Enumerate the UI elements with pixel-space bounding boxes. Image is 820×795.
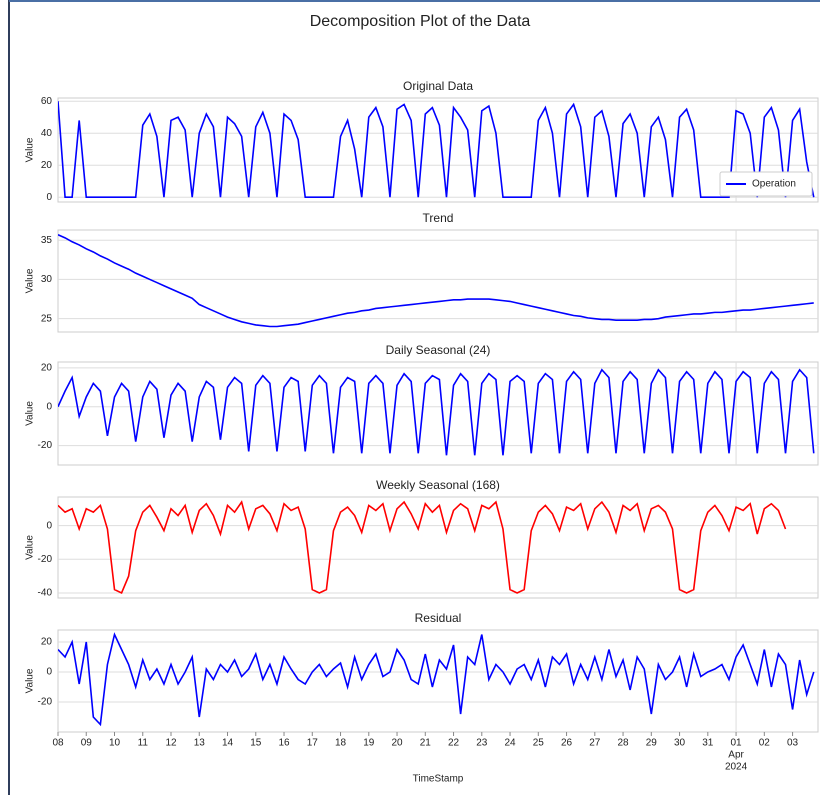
y-axis-label: Value: [25, 535, 36, 560]
x-tick-label: 29: [646, 738, 658, 749]
x-tick-label: 30: [674, 738, 686, 749]
x-tick-label: 26: [561, 738, 573, 749]
data-line: [58, 368, 815, 456]
x-tick-sublabel: Apr: [728, 750, 744, 761]
legend-box: [719, 171, 813, 197]
x-tick-label: 12: [165, 738, 177, 749]
x-tick-label: 03: [787, 738, 799, 749]
x-tick-label: 18: [335, 738, 347, 749]
y-tick-label: 35: [41, 235, 53, 246]
y-tick-label: -20: [38, 697, 53, 708]
y-axis-label: Value: [25, 268, 36, 293]
x-tick-label: 28: [617, 738, 629, 749]
x-tick-label: 31: [702, 738, 714, 749]
y-tick-label: 0: [46, 401, 52, 412]
x-tick-label: 19: [363, 738, 375, 749]
x-tick-label: 27: [589, 738, 601, 749]
x-tick-label: 08: [52, 738, 64, 749]
panel-title: Weekly Seasonal (168): [376, 478, 500, 492]
y-tick-label: 20: [41, 362, 53, 373]
x-tick-label: 10: [109, 738, 121, 749]
x-tick-label: 20: [391, 738, 403, 749]
data-line: [58, 233, 814, 328]
plot-area: [57, 229, 819, 333]
x-tick-label: 17: [307, 738, 319, 749]
x-tick-label: 22: [448, 738, 460, 749]
y-tick-label: 60: [41, 96, 53, 107]
y-tick-label: 20: [41, 637, 53, 648]
y-tick-label: 40: [41, 128, 53, 139]
y-axis-label: Value: [25, 401, 36, 426]
x-tick-label: 09: [81, 738, 93, 749]
y-tick-label: 0: [46, 192, 52, 203]
data-line: [58, 101, 815, 198]
data-line: [58, 632, 815, 727]
y-tick-label: -40: [38, 588, 53, 599]
x-tick-label: 25: [533, 738, 545, 749]
plot-area: [57, 629, 819, 733]
panel-title: Residual: [415, 611, 462, 625]
y-tick-label: -20: [38, 440, 53, 451]
x-axis-label: TimeStamp: [413, 774, 464, 785]
panel-title: Daily Seasonal (24): [386, 343, 491, 357]
y-tick-label: 20: [41, 160, 53, 171]
y-axis-label: Value: [25, 668, 36, 693]
x-tick-label: 21: [420, 738, 432, 749]
x-tick-label: 15: [250, 738, 262, 749]
x-tick-label: 16: [278, 738, 290, 749]
x-tick-sublabel: 2024: [725, 762, 748, 773]
x-tick-label: 14: [222, 738, 234, 749]
y-tick-label: 0: [46, 520, 52, 531]
y-axis-label: Value: [25, 137, 36, 162]
y-tick-label: 25: [41, 313, 53, 324]
legend-label: Operation: [752, 179, 796, 190]
panel-title: Trend: [423, 211, 454, 225]
x-tick-label: 13: [194, 738, 206, 749]
plot-area: [57, 496, 819, 599]
x-tick-label: 23: [476, 738, 488, 749]
chart-title: Decomposition Plot of the Data: [310, 13, 531, 30]
y-tick-label: -20: [38, 554, 53, 565]
data-line: [58, 500, 787, 595]
x-tick-label: 02: [759, 738, 771, 749]
x-tick-label: 24: [504, 738, 516, 749]
panel-title: Original Data: [403, 79, 473, 93]
x-tick-label: 01: [731, 738, 743, 749]
y-tick-label: 0: [46, 667, 52, 678]
plot-area: [57, 97, 819, 203]
x-tick-label: 11: [138, 738, 149, 749]
y-tick-label: 30: [41, 274, 53, 285]
